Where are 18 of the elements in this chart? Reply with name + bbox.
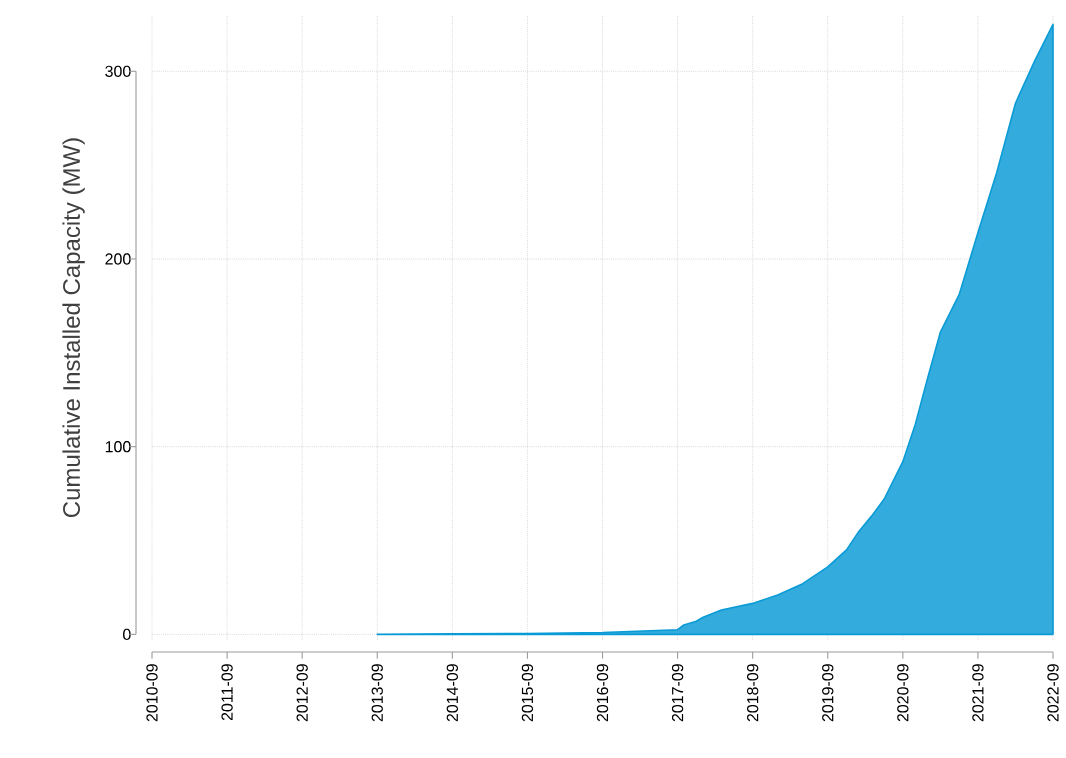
x-tick-label: 2019-09 bbox=[822, 664, 834, 722]
x-tick-label: 2010-09 bbox=[146, 664, 158, 722]
x-tick-label: 2021-09 bbox=[972, 664, 984, 722]
y-axis-title: Cumulative Installed Capacity (MW) bbox=[62, 138, 85, 518]
x-tick-label: 2013-09 bbox=[371, 664, 383, 722]
x-tick-label: 2016-09 bbox=[596, 664, 609, 722]
x-tick-label: 2015-09 bbox=[521, 664, 534, 722]
x-tick-label: 2020-09 bbox=[897, 664, 909, 722]
y-tick-label: 300 bbox=[105, 65, 131, 77]
x-tick-label: 2022-09 bbox=[1047, 664, 1059, 722]
x-tick-label: 2011-09 bbox=[221, 664, 233, 721]
x-tick-label: 2017-09 bbox=[671, 664, 684, 722]
x-tick-label: 2018-09 bbox=[747, 664, 759, 722]
x-tick-label: 2014-09 bbox=[446, 664, 458, 722]
y-tick-label: 100 bbox=[105, 441, 131, 453]
x-tick-label: 2012-09 bbox=[296, 664, 308, 722]
y-tick-label: 200 bbox=[105, 253, 131, 265]
y-tick-label: 0 bbox=[123, 628, 131, 641]
